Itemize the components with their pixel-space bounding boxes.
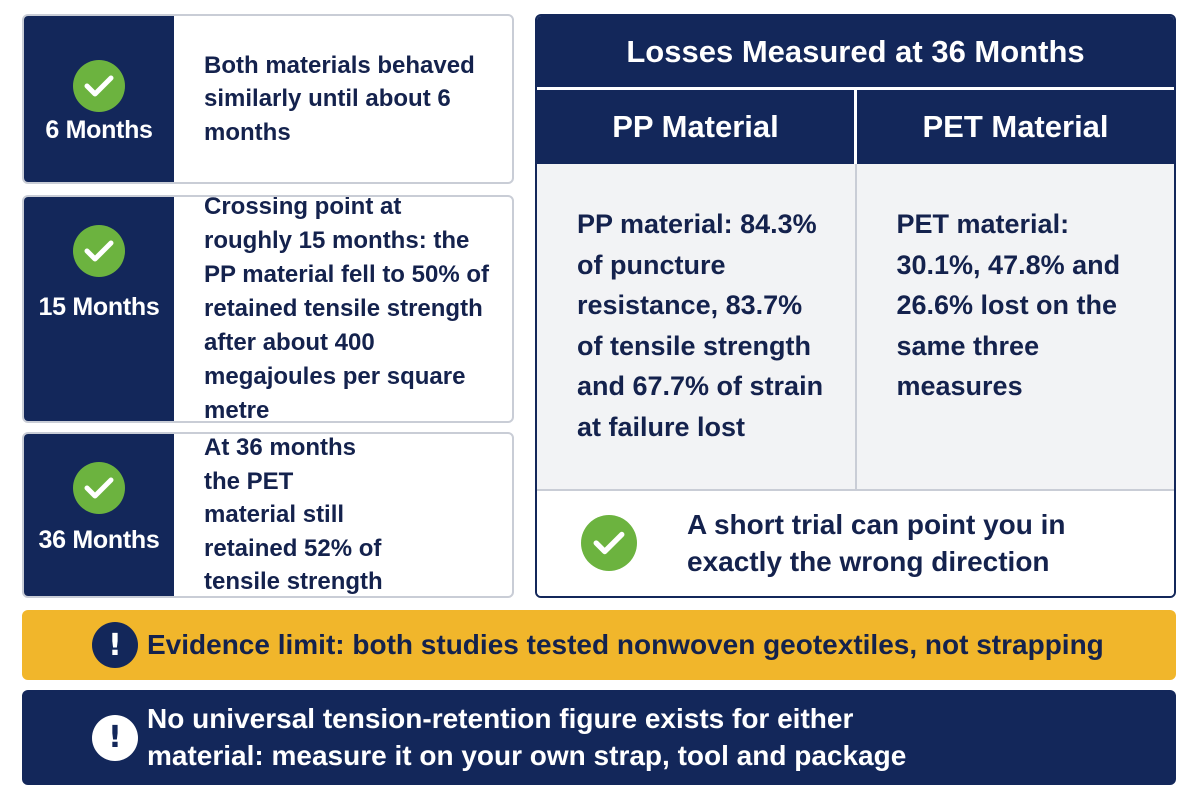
exclamation-circle-icon: ! bbox=[92, 622, 138, 668]
takeaway-text: A short trial can point you in exactly t… bbox=[687, 509, 1066, 577]
check-circle-icon bbox=[73, 225, 125, 277]
timeline-label: 36 Months bbox=[38, 526, 160, 554]
timeline-tab: 6 Months bbox=[24, 16, 174, 182]
losses-column-bodies: PP material: 84.3% of puncture resistanc… bbox=[537, 164, 1174, 491]
losses-takeaway: A short trial can point you in exactly t… bbox=[537, 491, 1174, 596]
timeline-card-36-months: 36 Months At 36 months the PET material … bbox=[22, 432, 514, 598]
timeline-label: 6 Months bbox=[45, 116, 153, 144]
evidence-limit-text: Evidence limit: both studies tested nonw… bbox=[147, 629, 1104, 660]
timeline-text: At 36 months the PET material still reta… bbox=[204, 434, 383, 596]
losses-panel: Losses Measured at 36 Months PP Material… bbox=[535, 14, 1176, 598]
losses-column-headers: PP Material PET Material bbox=[537, 90, 1174, 164]
check-circle-icon bbox=[73, 60, 125, 112]
exclamation-circle-icon: ! bbox=[92, 714, 138, 761]
conclusion-banner: ! No universal tension-retention figure … bbox=[22, 690, 1176, 785]
pp-header: PP Material bbox=[537, 90, 857, 164]
timeline-text: Crossing point at roughly 15 months: the… bbox=[204, 195, 489, 423]
losses-title: Losses Measured at 36 Months bbox=[537, 16, 1174, 90]
pet-header: PET Material bbox=[857, 90, 1174, 164]
pet-losses-text: PET material: 30.1%, 47.8% and 26.6% los… bbox=[856, 164, 1174, 489]
conclusion-text: No universal tension-retention figure ex… bbox=[147, 703, 907, 771]
timeline-label: 15 Months bbox=[38, 293, 160, 321]
pp-losses-text: PP material: 84.3% of puncture resistanc… bbox=[537, 164, 857, 489]
timeline-tab: 15 Months bbox=[24, 197, 174, 421]
check-circle-icon bbox=[581, 515, 637, 571]
evidence-limit-banner: ! Evidence limit: both studies tested no… bbox=[22, 610, 1176, 680]
timeline-card-15-months: 15 Months Crossing point at roughly 15 m… bbox=[22, 195, 514, 423]
timeline-tab: 36 Months bbox=[24, 434, 174, 596]
timeline-text: Both materials behaved similarly until a… bbox=[204, 51, 475, 146]
timeline-card-6-months: 6 Months Both materials behaved similarl… bbox=[22, 14, 514, 184]
check-circle-icon bbox=[73, 462, 125, 514]
